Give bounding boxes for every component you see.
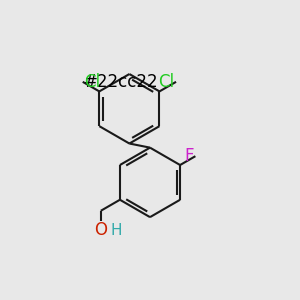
- Text: Cl: Cl: [84, 73, 100, 91]
- Text: H: H: [110, 224, 122, 238]
- Text: Cl: Cl: [158, 73, 175, 91]
- Text: F: F: [184, 147, 194, 165]
- Text: O: O: [94, 221, 107, 239]
- Text: #22cc22: #22cc22: [84, 73, 159, 91]
